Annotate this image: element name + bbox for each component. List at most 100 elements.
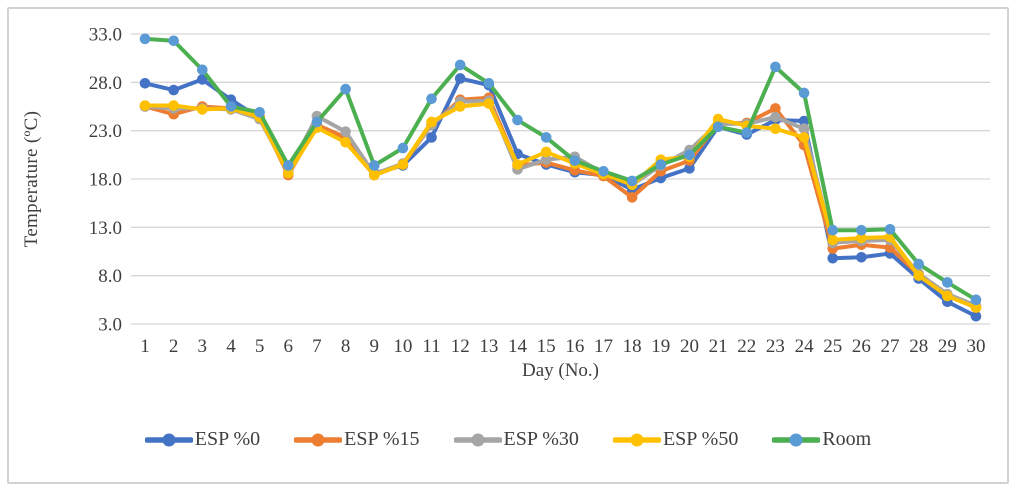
legend-label: ESP %50 [662, 428, 739, 450]
data-point-room-day-28 [913, 258, 924, 270]
data-point-esp-15-day-18 [626, 192, 638, 203]
x-tick-label-3: 3 [198, 336, 208, 357]
data-point-room-day-5 [254, 107, 265, 118]
data-point-esp-0-day-30 [970, 310, 982, 322]
legend-marker-icon [612, 433, 661, 446]
data-point-esp-15-day-23 [770, 103, 781, 114]
data-point-room-day-27 [884, 223, 896, 235]
x-tick-label-10: 10 [393, 336, 412, 357]
data-point-esp-0-day-1 [139, 78, 151, 89]
data-point-esp-50-day-26 [856, 232, 867, 244]
data-point-esp-50-day-29 [942, 290, 953, 302]
data-point-esp-50-day-25 [827, 234, 839, 246]
legend-item-esp-50: ESP %50 [612, 428, 739, 451]
data-point-esp-0-day-24 [798, 115, 810, 127]
data-point-esp-50-day-14 [512, 159, 523, 170]
x-tick-label-2: 2 [169, 336, 179, 357]
data-point-esp-50-day-24 [798, 132, 810, 143]
data-point-esp-30-day-24 [798, 123, 810, 135]
legend-label: ESP %15 [344, 428, 420, 450]
data-point-room-day-2 [168, 35, 179, 47]
x-tick-label-29: 29 [938, 336, 957, 357]
data-point-room-day-22 [741, 127, 753, 138]
x-tick-label-17: 17 [594, 336, 613, 357]
x-tick-label-1: 1 [140, 336, 150, 357]
x-tick-label-6: 6 [284, 336, 294, 357]
y-tick-label: 23.0 [89, 121, 122, 142]
x-tick-label-14: 14 [508, 336, 528, 357]
x-tick-label-13: 13 [479, 336, 498, 357]
data-point-esp-30-day-23 [770, 111, 781, 123]
data-point-esp-50-day-1 [139, 100, 151, 111]
data-point-room-day-8 [340, 83, 351, 95]
data-point-esp-30-day-8 [340, 126, 351, 137]
x-tick-label-5: 5 [255, 336, 265, 357]
y-tick-label: 3.0 [98, 315, 122, 336]
data-point-room-day-25 [827, 224, 839, 236]
data-point-esp-50-day-30 [970, 302, 982, 313]
x-tick-label-26: 26 [852, 336, 871, 357]
data-point-room-day-13 [483, 78, 495, 89]
x-tick-label-12: 12 [451, 336, 470, 357]
data-point-esp-0-day-25 [827, 252, 839, 264]
data-point-esp-50-day-3 [197, 104, 208, 115]
legend-item-room: Room [772, 428, 871, 451]
x-tick-label-11: 11 [422, 336, 440, 357]
data-point-room-day-14 [512, 114, 523, 126]
x-tick-label-16: 16 [565, 336, 584, 357]
data-point-esp-0-day-20 [684, 163, 695, 174]
data-point-room-day-10 [397, 142, 409, 154]
x-tick-label-21: 21 [709, 336, 728, 357]
legend-label: Room [822, 428, 872, 450]
data-point-room-day-24 [798, 87, 810, 99]
x-tick-label-24: 24 [795, 336, 815, 357]
data-point-esp-50-day-6 [282, 167, 294, 179]
x-tick-label-15: 15 [537, 336, 556, 357]
y-axis-title: Temperature (ºC) [21, 110, 42, 248]
x-tick-label-20: 20 [680, 336, 699, 357]
data-point-room-day-26 [856, 224, 867, 236]
data-point-room-day-6 [282, 160, 294, 171]
x-tick-label-4: 4 [226, 336, 236, 357]
x-tick-label-23: 23 [766, 336, 785, 357]
data-point-room-day-15 [540, 132, 552, 143]
data-point-esp-50-day-12 [454, 101, 466, 112]
x-tick-label-28: 28 [909, 336, 928, 357]
data-point-room-day-21 [712, 121, 724, 133]
x-tick-label-8: 8 [341, 336, 351, 357]
data-point-room-day-11 [426, 93, 437, 105]
data-point-esp-50-day-13 [483, 98, 495, 109]
data-point-room-day-17 [598, 165, 609, 177]
data-point-room-day-4 [225, 101, 237, 112]
data-point-esp-50-day-9 [368, 169, 380, 181]
data-point-esp-50-day-15 [540, 146, 552, 158]
legend-label: ESP %30 [503, 428, 579, 450]
data-point-esp-0-day-11 [426, 132, 437, 143]
x-tick-label-25: 25 [823, 336, 842, 357]
legend-item-esp-30: ESP %30 [453, 428, 579, 451]
data-point-room-day-20 [684, 149, 695, 161]
data-point-room-day-1 [139, 33, 151, 45]
data-point-esp-50-day-10 [397, 159, 409, 170]
data-point-esp-0-day-26 [856, 251, 867, 263]
y-tick-label: 28.0 [89, 73, 122, 94]
data-point-esp-50-day-8 [340, 136, 351, 148]
data-point-esp-50-day-28 [913, 270, 924, 281]
x-tick-label-30: 30 [967, 336, 986, 357]
x-tick-label-27: 27 [881, 336, 900, 357]
series-line-esp-0 [143, 76, 978, 319]
legend-marker-icon [294, 433, 343, 446]
data-point-room-day-3 [197, 64, 208, 76]
data-point-esp-50-day-21 [712, 113, 724, 125]
x-tick-label-22: 22 [737, 336, 756, 357]
y-tick-label: 33.0 [89, 25, 122, 46]
legend-marker-icon [772, 433, 821, 446]
x-tick-label-7: 7 [312, 336, 322, 357]
legend-item-esp-0: ESP %0 [144, 428, 260, 451]
data-point-room-day-7 [311, 116, 323, 128]
data-point-room-day-29 [942, 277, 953, 288]
legend-item-esp-15: ESP %15 [294, 428, 420, 451]
data-point-room-day-9 [368, 160, 380, 171]
